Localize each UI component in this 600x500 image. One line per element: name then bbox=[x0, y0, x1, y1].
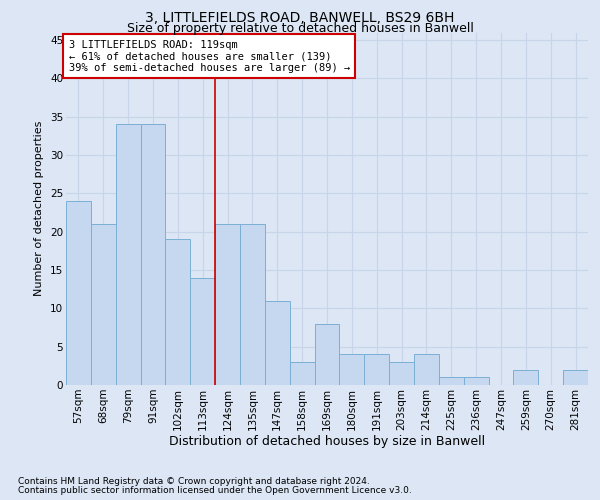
Bar bbox=[166, 240, 190, 385]
Text: 3 LITTLEFIELDS ROAD: 119sqm
← 61% of detached houses are smaller (139)
39% of se: 3 LITTLEFIELDS ROAD: 119sqm ← 61% of det… bbox=[68, 40, 350, 72]
Bar bbox=[240, 224, 265, 385]
Bar bbox=[563, 370, 588, 385]
Bar bbox=[340, 354, 364, 385]
Bar bbox=[364, 354, 389, 385]
Bar bbox=[190, 278, 215, 385]
X-axis label: Distribution of detached houses by size in Banwell: Distribution of detached houses by size … bbox=[169, 436, 485, 448]
Bar bbox=[389, 362, 414, 385]
Bar bbox=[464, 378, 488, 385]
Bar bbox=[414, 354, 439, 385]
Bar bbox=[290, 362, 314, 385]
Bar bbox=[439, 378, 464, 385]
Bar bbox=[215, 224, 240, 385]
Bar bbox=[116, 124, 140, 385]
Y-axis label: Number of detached properties: Number of detached properties bbox=[34, 121, 44, 296]
Bar bbox=[314, 324, 340, 385]
Text: 3, LITTLEFIELDS ROAD, BANWELL, BS29 6BH: 3, LITTLEFIELDS ROAD, BANWELL, BS29 6BH bbox=[145, 11, 455, 25]
Bar bbox=[514, 370, 538, 385]
Text: Contains HM Land Registry data © Crown copyright and database right 2024.: Contains HM Land Registry data © Crown c… bbox=[18, 477, 370, 486]
Text: Contains public sector information licensed under the Open Government Licence v3: Contains public sector information licen… bbox=[18, 486, 412, 495]
Bar bbox=[91, 224, 116, 385]
Text: Size of property relative to detached houses in Banwell: Size of property relative to detached ho… bbox=[127, 22, 473, 35]
Bar bbox=[66, 201, 91, 385]
Bar bbox=[265, 300, 290, 385]
Bar bbox=[140, 124, 166, 385]
